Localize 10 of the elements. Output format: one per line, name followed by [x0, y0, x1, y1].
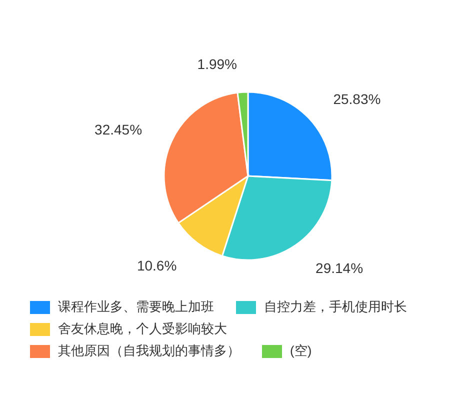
data-label: 1.99% [197, 56, 238, 72]
data-label: 10.6% [136, 258, 177, 274]
data-label: 32.45% [94, 122, 142, 138]
legend-label: (空) [290, 342, 312, 360]
legend-label: 其他原因（自我规划的事情多） [58, 342, 240, 360]
legend-label: 自控力差，手机使用时长 [264, 298, 407, 316]
legend-label: 课程作业多、需要晚上加班 [58, 298, 214, 316]
legend-label: 舍友休息晚，个人受影响较大 [58, 320, 227, 338]
data-label: 29.14% [316, 260, 364, 276]
data-label: 25.83% [333, 90, 381, 107]
